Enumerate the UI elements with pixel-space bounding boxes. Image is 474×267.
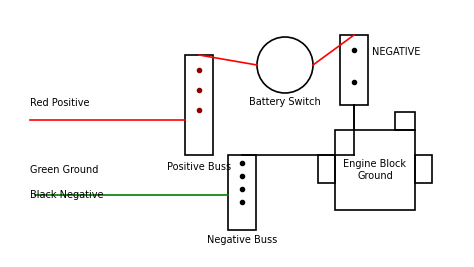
Text: Red Positive: Red Positive bbox=[30, 98, 90, 108]
Text: Negative Buss: Negative Buss bbox=[207, 235, 277, 245]
Text: NEGATIVE: NEGATIVE bbox=[372, 47, 420, 57]
Text: Black Negative: Black Negative bbox=[30, 190, 103, 200]
Bar bbox=[340, 35, 368, 105]
Text: Battery Switch: Battery Switch bbox=[249, 97, 321, 107]
Bar bbox=[335, 130, 415, 210]
Text: Positive Buss: Positive Buss bbox=[167, 162, 231, 172]
Bar bbox=[395, 112, 415, 130]
Bar bbox=[228, 155, 256, 230]
Text: Green Ground: Green Ground bbox=[30, 165, 99, 175]
Text: Engine Block
Ground: Engine Block Ground bbox=[344, 159, 407, 181]
Bar bbox=[318, 155, 335, 183]
Bar bbox=[185, 55, 213, 155]
Bar bbox=[415, 155, 432, 183]
